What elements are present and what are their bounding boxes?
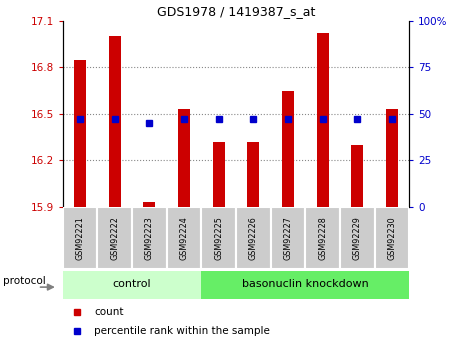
Title: GDS1978 / 1419387_s_at: GDS1978 / 1419387_s_at: [157, 5, 315, 18]
Text: GSM92222: GSM92222: [110, 216, 119, 260]
Bar: [282, 91, 294, 207]
Text: GSM92225: GSM92225: [214, 216, 223, 260]
Bar: [247, 142, 259, 207]
Text: GSM92224: GSM92224: [179, 216, 188, 260]
Bar: [340, 207, 374, 269]
Text: control: control: [113, 279, 152, 289]
Text: protocol: protocol: [3, 276, 46, 286]
Bar: [143, 203, 155, 207]
Bar: [178, 109, 190, 207]
Text: GSM92230: GSM92230: [387, 216, 396, 260]
Bar: [201, 270, 409, 298]
Bar: [63, 270, 201, 298]
Bar: [305, 207, 340, 269]
Text: percentile rank within the sample: percentile rank within the sample: [94, 326, 270, 336]
Bar: [271, 207, 305, 269]
Bar: [213, 142, 225, 207]
Bar: [317, 33, 329, 207]
Bar: [351, 145, 363, 207]
Bar: [375, 207, 409, 269]
Text: count: count: [94, 307, 123, 317]
Bar: [74, 60, 86, 207]
Text: GSM92226: GSM92226: [249, 216, 258, 260]
Bar: [386, 109, 398, 207]
Bar: [201, 207, 236, 269]
Bar: [132, 207, 166, 269]
Bar: [98, 207, 132, 269]
Text: GSM92228: GSM92228: [318, 216, 327, 260]
Bar: [109, 36, 121, 207]
Text: GSM92229: GSM92229: [353, 216, 362, 260]
Text: GSM92227: GSM92227: [284, 216, 292, 260]
Bar: [167, 207, 201, 269]
Text: basonuclin knockdown: basonuclin knockdown: [242, 279, 369, 289]
Text: GSM92223: GSM92223: [145, 216, 154, 260]
Bar: [63, 207, 98, 269]
Bar: [236, 207, 271, 269]
Text: GSM92221: GSM92221: [76, 216, 85, 260]
